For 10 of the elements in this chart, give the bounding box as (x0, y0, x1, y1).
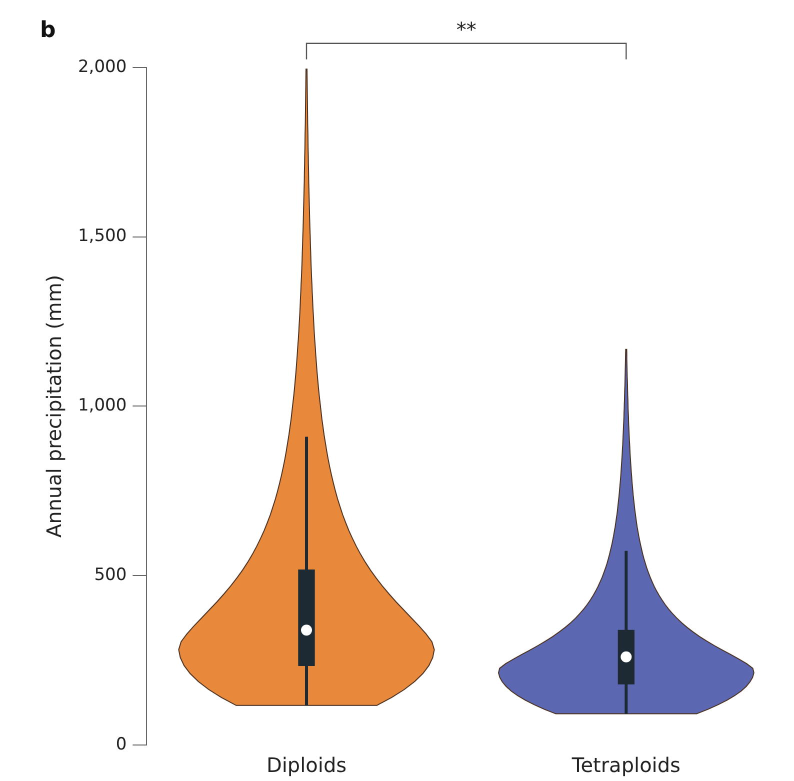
y-tick-label: 500 (94, 565, 127, 586)
text: ** (456, 18, 476, 42)
y-axis-title: Annual precipitation (mm) (42, 274, 66, 538)
chart-title: b (40, 18, 56, 43)
x-tick-label: Tetraploids (570, 753, 680, 778)
y-tick-label: 1,500 (78, 226, 127, 246)
y-tick-label: 0 (116, 734, 127, 754)
y-tick-label: 1,000 (78, 396, 127, 416)
x-tick-label: Diploids (266, 753, 347, 778)
y-tick-label: 2,000 (78, 56, 127, 77)
